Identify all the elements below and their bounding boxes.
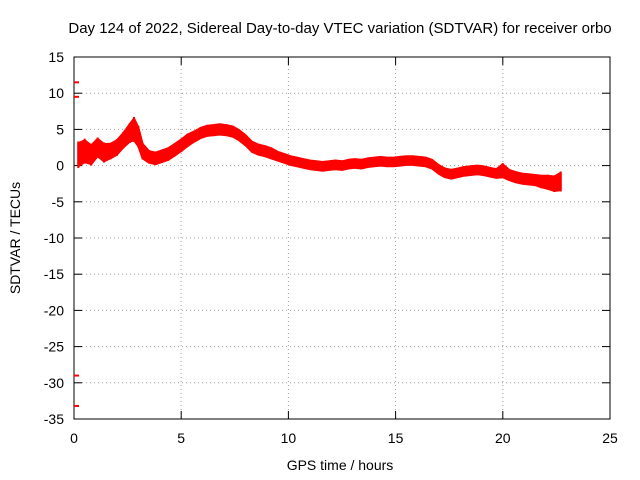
x-tick-label: 15: [388, 430, 404, 446]
y-tick-label: -10: [44, 230, 64, 246]
y-tick-label: -15: [44, 266, 64, 282]
axis-ticks: [73, 56, 611, 420]
y-tick-label: -20: [44, 302, 64, 318]
y-tick-label: 5: [56, 121, 64, 137]
x-tick-label: 20: [495, 430, 511, 446]
y-tick-label: -30: [44, 375, 64, 391]
y-tick-label: 0: [56, 158, 64, 174]
data-marks: [74, 81, 562, 407]
x-tick-label: 0: [70, 430, 78, 446]
chart-title: Day 124 of 2022, Sidereal Day-to-day VTE…: [68, 20, 611, 37]
x-tick-labels: 0 5 10 15 20 25: [70, 430, 618, 446]
y-tick-label: -25: [44, 339, 64, 355]
y-tick-label: 15: [48, 49, 64, 65]
y-tick-labels: 15 10 5 0 -5 -10 -15 -20 -25 -30 -35: [44, 49, 64, 427]
y-tick-label: -35: [44, 411, 64, 427]
y-tick-label: 10: [48, 85, 64, 101]
grid-lines: [74, 57, 610, 419]
x-tick-label: 25: [602, 430, 618, 446]
x-tick-label: 5: [177, 430, 185, 446]
x-axis-label: GPS time / hours: [287, 457, 394, 473]
y-tick-label: -5: [52, 194, 65, 210]
y-axis-label: SDTVAR / TECUs: [7, 182, 23, 294]
x-tick-label: 10: [281, 430, 297, 446]
